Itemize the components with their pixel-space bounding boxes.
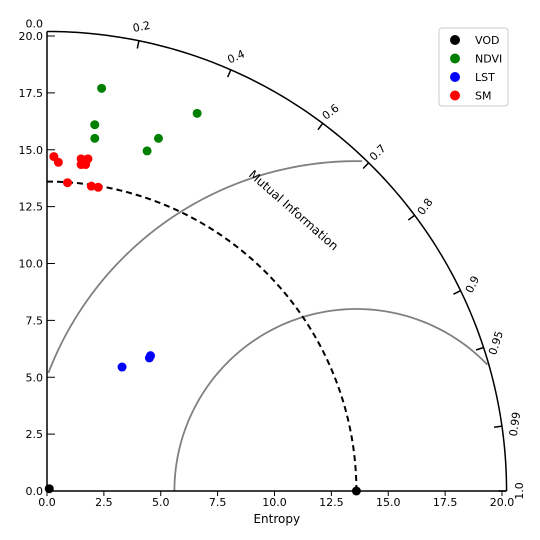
y-tick-label: 12.5: [19, 201, 44, 214]
angle-tick: [493, 425, 503, 429]
legend-label-vod: VOD: [475, 34, 499, 47]
x-tick-label: 10.0: [262, 496, 287, 509]
angle-tick-label: 0.6: [320, 102, 342, 123]
angle-tick-label: 0.2: [132, 19, 152, 35]
data-point-ndvi: [142, 146, 152, 156]
legend-marker-vod: [450, 35, 460, 45]
angle-tick-label: 0.95: [486, 329, 506, 356]
angle-tick-label: 1.0: [513, 482, 526, 500]
legend-label-lst: LST: [475, 71, 495, 84]
angle-tick: [407, 214, 416, 221]
y-tick-label: 15.0: [19, 144, 44, 157]
x-tick-label: 17.5: [433, 496, 458, 509]
data-point-ndvi: [153, 133, 163, 143]
angle-tick-label: 0.4: [225, 47, 246, 66]
y-tick-label: 20.0: [19, 30, 44, 43]
data-point-sm: [93, 182, 103, 192]
data-point-sm: [83, 154, 93, 164]
x-tick-label: 15.0: [376, 496, 401, 509]
angle-tick: [136, 40, 140, 49]
data-point-sm: [86, 181, 96, 191]
arc-axis-title: Mutual Information: [246, 167, 341, 253]
legend-marker-lst: [450, 72, 460, 82]
legend-marker-sm: [450, 90, 460, 101]
y-tick-label: 5.0: [26, 371, 44, 384]
y-tick-label: 0.0: [26, 485, 44, 498]
reference-std-arc: [46, 180, 358, 492]
angle-tick-label: 0.99: [507, 411, 523, 437]
data-point-lst: [144, 353, 154, 363]
outer-arc: [46, 30, 508, 492]
angle-tick: [226, 69, 232, 78]
data-point-ndvi: [97, 83, 107, 93]
y-tick-label: 17.5: [19, 87, 44, 100]
legend-box: [438, 27, 509, 107]
angle-tick: [362, 162, 370, 170]
x-tick-label: 5.0: [152, 496, 170, 509]
data-point-lst: [117, 362, 127, 372]
y-tick-label: 2.5: [26, 428, 44, 441]
y-top-label: 0.0: [26, 17, 44, 30]
x-tick-label: 20.0: [490, 496, 515, 509]
angle-tick-label: 0.9: [463, 274, 482, 295]
y-tick-label: 10.0: [19, 258, 44, 271]
angle-tick: [317, 122, 324, 131]
data-point-sm: [62, 178, 72, 188]
angle-tick-label: 0.7: [367, 142, 389, 164]
data-point-vod: [44, 484, 54, 494]
legend-label-sm: SM: [475, 90, 491, 103]
legend-label-ndvi: NDVI: [475, 53, 502, 66]
x-tick-label: 2.5: [95, 496, 113, 509]
x-tick-label: 0.0: [38, 496, 56, 509]
angle-tick: [475, 346, 484, 351]
angle-tick-label: 0.8: [415, 196, 436, 218]
data-point-ndvi: [90, 133, 100, 143]
angle-tick: [453, 290, 461, 295]
x-tick-label: 7.5: [209, 496, 227, 509]
x-tick-label: 12.5: [319, 496, 344, 509]
x-axis-title: Entropy: [253, 512, 300, 526]
data-point-vod: [351, 486, 361, 496]
data-point-ndvi: [192, 108, 202, 118]
reference-circle-1: [173, 308, 488, 492]
data-point-sm: [53, 157, 63, 167]
y-tick-label: 7.5: [26, 314, 44, 327]
data-point-ndvi: [90, 120, 100, 130]
reference-circle-2: [47, 160, 363, 374]
legend-marker-ndvi: [450, 53, 460, 64]
